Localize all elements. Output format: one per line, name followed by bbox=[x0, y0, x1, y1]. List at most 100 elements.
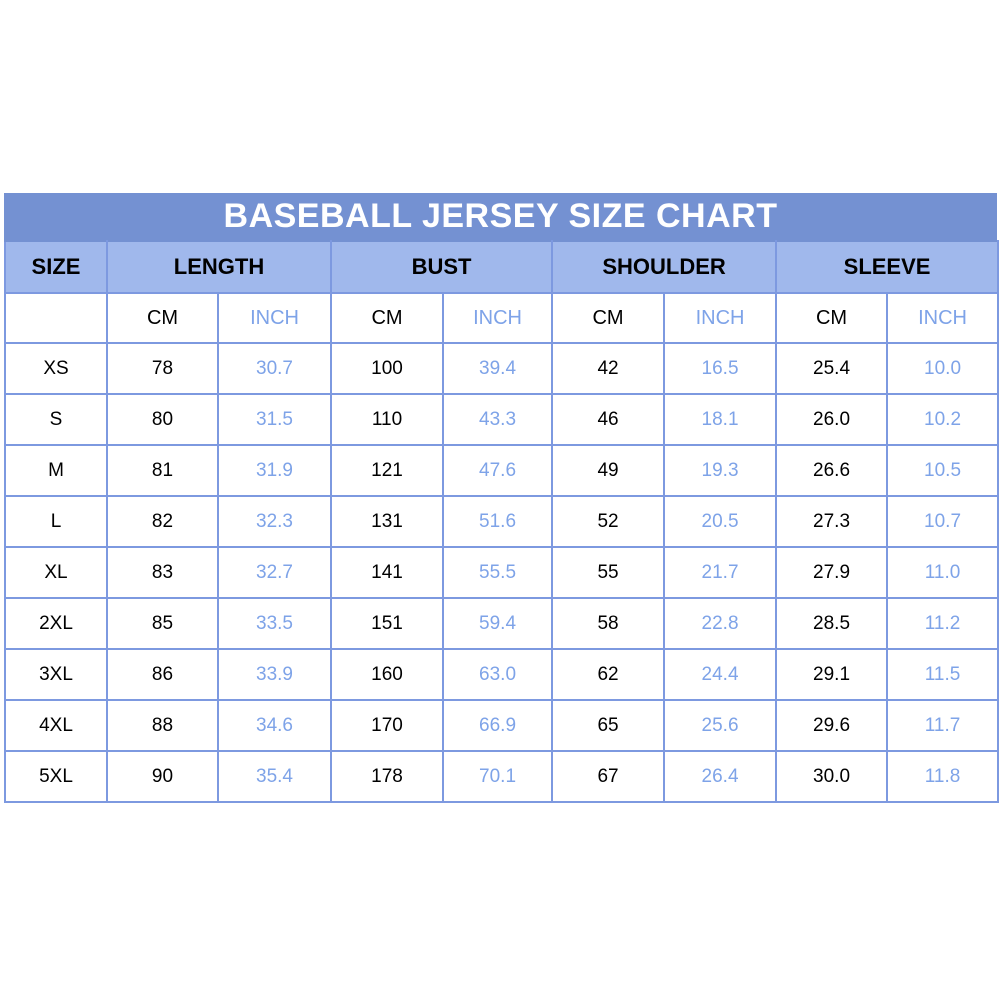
table-row-2xl: 2XL 85 33.5 151 59.4 58 22.8 28.5 11.2 bbox=[4, 597, 1000, 650]
cm-value-cell: 27.3 bbox=[775, 495, 889, 548]
table-row-3xl: 3XL 86 33.9 160 63.0 62 24.4 29.1 11.5 bbox=[4, 648, 1000, 701]
table-row-s: S 80 31.5 110 43.3 46 18.1 26.0 10.2 bbox=[4, 393, 1000, 446]
cm-value-cell: 151 bbox=[330, 597, 445, 650]
size-label-cell: 3XL bbox=[4, 648, 108, 701]
inch-value-cell: 11.5 bbox=[886, 648, 1000, 701]
column-header-size: SIZE bbox=[4, 240, 108, 294]
inch-value-cell: 30.7 bbox=[216, 342, 333, 395]
inch-value-cell: 10.5 bbox=[886, 444, 1000, 497]
inch-value-cell: 63.0 bbox=[442, 648, 554, 701]
cm-value-cell: 26.0 bbox=[775, 393, 889, 446]
inch-value-cell: 34.6 bbox=[216, 699, 333, 752]
inch-value-cell: 59.4 bbox=[442, 597, 554, 650]
chart-title: BASEBALL JERSEY SIZE CHART bbox=[4, 193, 997, 240]
inch-value-cell: 32.7 bbox=[216, 546, 333, 599]
table-row-xl: XL 83 32.7 141 55.5 55 21.7 27.9 11.0 bbox=[4, 546, 1000, 599]
column-header-sleeve: SLEEVE bbox=[775, 240, 1000, 294]
cm-value-cell: 86 bbox=[106, 648, 219, 701]
group-header-row: SIZE LENGTH BUST SHOULDER SLEEVE bbox=[4, 240, 1000, 294]
inch-value-cell: 21.7 bbox=[663, 546, 778, 599]
unit-header-empty bbox=[4, 292, 108, 344]
cm-value-cell: 29.6 bbox=[775, 699, 889, 752]
inch-value-cell: 55.5 bbox=[442, 546, 554, 599]
cm-value-cell: 46 bbox=[551, 393, 666, 446]
unit-header-inch: INCH bbox=[663, 292, 778, 344]
cm-value-cell: 100 bbox=[330, 342, 445, 395]
cm-value-cell: 88 bbox=[106, 699, 219, 752]
inch-value-cell: 20.5 bbox=[663, 495, 778, 548]
inch-value-cell: 66.9 bbox=[442, 699, 554, 752]
inch-value-cell: 25.6 bbox=[663, 699, 778, 752]
column-header-shoulder: SHOULDER bbox=[551, 240, 778, 294]
inch-value-cell: 16.5 bbox=[663, 342, 778, 395]
table-row-5xl: 5XL 90 35.4 178 70.1 67 26.4 30.0 11.8 bbox=[4, 750, 1000, 803]
cm-value-cell: 110 bbox=[330, 393, 445, 446]
size-chart-table: SIZE LENGTH BUST SHOULDER SLEEVE CM INCH… bbox=[4, 240, 1000, 803]
inch-value-cell: 35.4 bbox=[216, 750, 333, 803]
cm-value-cell: 55 bbox=[551, 546, 666, 599]
size-label-cell: M bbox=[4, 444, 108, 497]
cm-value-cell: 160 bbox=[330, 648, 445, 701]
cm-value-cell: 85 bbox=[106, 597, 219, 650]
inch-value-cell: 11.2 bbox=[886, 597, 1000, 650]
size-chart: BASEBALL JERSEY SIZE CHART SIZE LENGTH B… bbox=[4, 193, 1000, 803]
column-header-length: LENGTH bbox=[105, 240, 333, 294]
cm-value-cell: 30.0 bbox=[775, 750, 889, 803]
unit-header-cm: CM bbox=[330, 292, 445, 344]
unit-header-inch: INCH bbox=[216, 292, 333, 344]
table-row-xs: XS 78 30.7 100 39.4 42 16.5 25.4 10.0 bbox=[4, 342, 1000, 395]
cm-value-cell: 29.1 bbox=[775, 648, 889, 701]
size-label-cell: 2XL bbox=[4, 597, 108, 650]
size-label-cell: 5XL bbox=[4, 750, 108, 803]
cm-value-cell: 141 bbox=[330, 546, 445, 599]
inch-value-cell: 47.6 bbox=[442, 444, 554, 497]
size-label-cell: 4XL bbox=[4, 699, 108, 752]
inch-value-cell: 33.9 bbox=[216, 648, 333, 701]
inch-value-cell: 31.5 bbox=[216, 393, 333, 446]
inch-value-cell: 11.0 bbox=[886, 546, 1000, 599]
size-label-cell: XS bbox=[4, 342, 108, 395]
cm-value-cell: 67 bbox=[551, 750, 666, 803]
inch-value-cell: 24.4 bbox=[663, 648, 778, 701]
table-row-l: L 82 32.3 131 51.6 52 20.5 27.3 10.7 bbox=[4, 495, 1000, 548]
cm-value-cell: 78 bbox=[106, 342, 219, 395]
inch-value-cell: 51.6 bbox=[442, 495, 554, 548]
size-label-cell: L bbox=[4, 495, 108, 548]
unit-header-row: CM INCH CM INCH CM INCH CM INCH bbox=[4, 292, 1000, 344]
cm-value-cell: 52 bbox=[551, 495, 666, 548]
cm-value-cell: 58 bbox=[551, 597, 666, 650]
cm-value-cell: 82 bbox=[106, 495, 219, 548]
size-label-cell: S bbox=[4, 393, 108, 446]
cm-value-cell: 62 bbox=[551, 648, 666, 701]
cm-value-cell: 178 bbox=[330, 750, 445, 803]
cm-value-cell: 170 bbox=[330, 699, 445, 752]
unit-header-inch: INCH bbox=[886, 292, 1000, 344]
cm-value-cell: 42 bbox=[551, 342, 666, 395]
cm-value-cell: 26.6 bbox=[775, 444, 889, 497]
inch-value-cell: 22.8 bbox=[663, 597, 778, 650]
cm-value-cell: 81 bbox=[106, 444, 219, 497]
cm-value-cell: 121 bbox=[330, 444, 445, 497]
inch-value-cell: 11.7 bbox=[886, 699, 1000, 752]
unit-header-cm: CM bbox=[775, 292, 889, 344]
inch-value-cell: 39.4 bbox=[442, 342, 554, 395]
inch-value-cell: 11.8 bbox=[886, 750, 1000, 803]
inch-value-cell: 43.3 bbox=[442, 393, 554, 446]
cm-value-cell: 83 bbox=[106, 546, 219, 599]
cm-value-cell: 90 bbox=[106, 750, 219, 803]
unit-header-cm: CM bbox=[551, 292, 666, 344]
inch-value-cell: 26.4 bbox=[663, 750, 778, 803]
inch-value-cell: 10.2 bbox=[886, 393, 1000, 446]
cm-value-cell: 65 bbox=[551, 699, 666, 752]
column-header-bust: BUST bbox=[330, 240, 554, 294]
cm-value-cell: 80 bbox=[106, 393, 219, 446]
cm-value-cell: 28.5 bbox=[775, 597, 889, 650]
cm-value-cell: 27.9 bbox=[775, 546, 889, 599]
unit-header-cm: CM bbox=[106, 292, 219, 344]
inch-value-cell: 10.7 bbox=[886, 495, 1000, 548]
size-label-cell: XL bbox=[4, 546, 108, 599]
inch-value-cell: 10.0 bbox=[886, 342, 1000, 395]
inch-value-cell: 31.9 bbox=[216, 444, 333, 497]
cm-value-cell: 25.4 bbox=[775, 342, 889, 395]
